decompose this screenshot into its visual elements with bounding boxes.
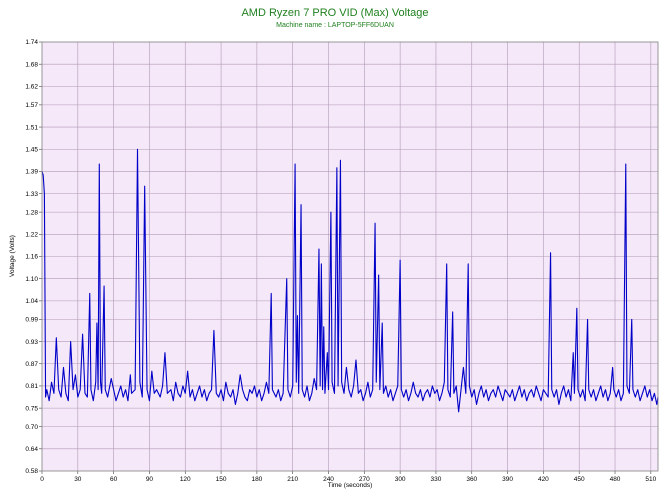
y-tick-label: 1.22: [25, 232, 38, 239]
x-tick-label: 240: [323, 476, 334, 483]
y-tick-label: 1.74: [25, 39, 38, 46]
chart-title: AMD Ryzen 7 PRO VID (Max) Voltage: [241, 7, 428, 19]
y-tick-label: 0.58: [25, 468, 38, 475]
y-tick-label: 1.28: [25, 209, 38, 216]
y-tick-label: 0.81: [25, 383, 38, 390]
x-axis-ticks: 0 30 60 90 120 150 180 210 240 270 300 330 360 390 420…: [40, 471, 657, 483]
y-axis-ticks: 0.58 0.64 0.70 0.75 0.81 0.87 0.93 0.99 1.04 1.10…: [25, 39, 42, 475]
x-tick-label: 210: [287, 476, 298, 483]
x-tick-label: 0: [40, 476, 44, 483]
y-tick-label: 1.33: [25, 191, 38, 198]
x-tick-label: 330: [431, 476, 442, 483]
x-tick-label: 270: [359, 476, 370, 483]
x-tick-label: 300: [395, 476, 406, 483]
chart-subtitle: Machine name : LAPTOP-5FF6DUAN: [276, 22, 394, 29]
x-tick-label: 480: [610, 476, 621, 483]
y-tick-label: 1.45: [25, 146, 38, 153]
x-tick-label: 180: [251, 476, 262, 483]
y-tick-label: 0.87: [25, 361, 38, 368]
y-tick-label: 0.99: [25, 317, 38, 324]
plot-border: [41, 41, 659, 472]
y-tick-label: 0.93: [25, 339, 38, 346]
x-tick-label: 30: [74, 476, 82, 483]
y-tick-label: 1.57: [25, 102, 38, 109]
y-tick-label: 0.64: [25, 446, 38, 453]
x-tick-label: 420: [538, 476, 549, 483]
x-tick-label: 450: [574, 476, 585, 483]
x-tick-label: 510: [645, 476, 656, 483]
y-tick-label: 1.51: [25, 124, 38, 131]
x-tick-label: 150: [216, 476, 227, 483]
y-tick-label: 0.75: [25, 405, 38, 412]
grid-lines: [42, 42, 658, 471]
x-axis-label: Time (seconds): [328, 482, 373, 489]
y-tick-label: 1.39: [25, 169, 38, 176]
x-tick-label: 360: [466, 476, 477, 483]
x-tick-label: 390: [502, 476, 513, 483]
y-tick-label: 1.68: [25, 61, 38, 68]
y-tick-label: 1.10: [25, 276, 38, 283]
y-axis-label: Voltage (Volts): [9, 235, 16, 277]
x-tick-label: 60: [110, 476, 118, 483]
y-tick-label: 1.04: [25, 298, 38, 305]
x-tick-label: 90: [146, 476, 154, 483]
x-tick-label: 120: [180, 476, 191, 483]
voltage-series-line: [41, 148, 659, 413]
y-tick-label: 0.70: [25, 424, 38, 431]
y-tick-label: 1.62: [25, 84, 38, 91]
y-tick-label: 1.16: [25, 254, 38, 261]
